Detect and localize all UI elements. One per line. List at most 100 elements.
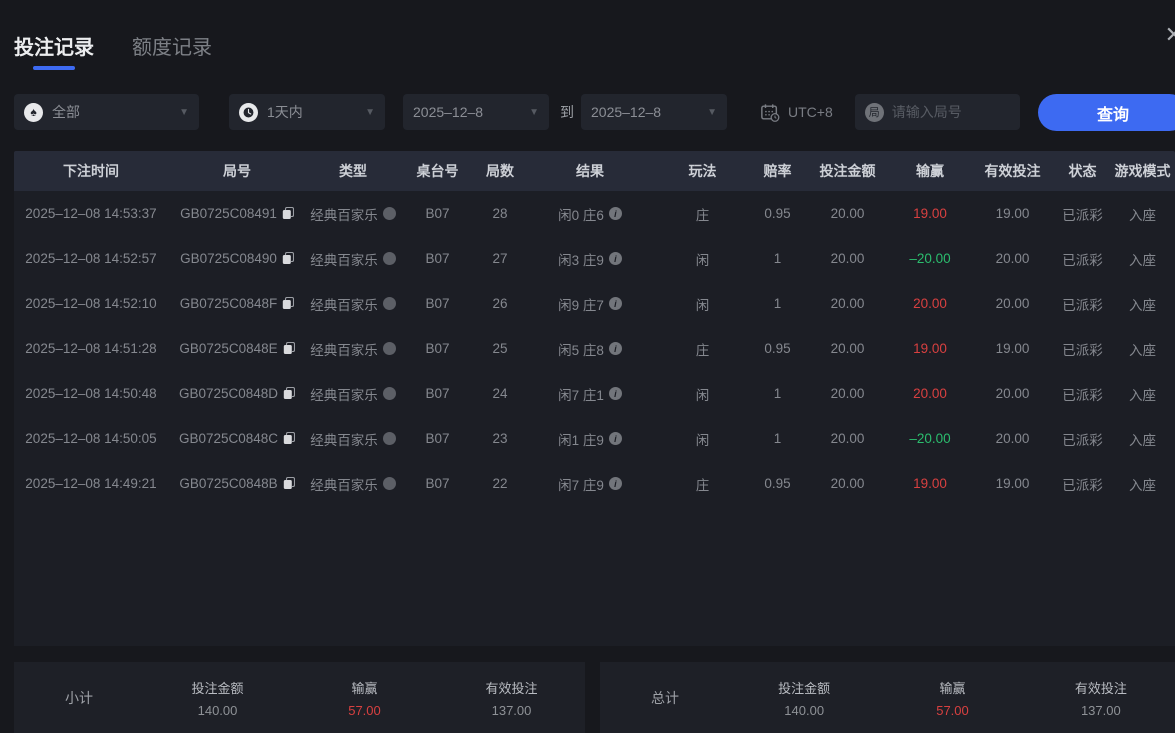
close-icon[interactable]: ✕	[1164, 22, 1175, 47]
copy-icon[interactable]	[283, 477, 295, 490]
cell-valid-bet: 19.00	[995, 341, 1030, 356]
bet-records-table: 下注时间 局号 类型 桌台号 局数 结果 玩法 赔率 投注金额 输赢 有效投注 …	[14, 151, 1175, 646]
cell-bet-time: 2025–12–08 14:51:28	[25, 341, 157, 356]
cell-table-no: B07	[425, 386, 450, 401]
cell-win-loss: –20.00	[909, 431, 951, 446]
total-valid-label: 有效投注	[1074, 680, 1127, 696]
cell-odds: 1	[773, 296, 782, 311]
info-icon[interactable]: i	[608, 342, 622, 355]
video-icon[interactable]	[382, 477, 396, 490]
subtotal-amount-value: 140.00	[197, 702, 238, 718]
cell-game-mode: 入座	[1129, 342, 1156, 358]
table-row: 2025–12–08 14:50:48 GB0725C0848D 经典百家乐 B…	[14, 371, 1175, 416]
copy-icon[interactable]	[283, 387, 296, 400]
header-win-loss: 输赢	[916, 163, 944, 179]
timezone-control[interactable]: UTC+8	[760, 103, 833, 122]
query-button[interactable]: 查询	[1038, 94, 1175, 131]
video-icon[interactable]	[382, 432, 396, 445]
game-type-text: 经典百家乐	[310, 477, 378, 493]
cell-status: 已派彩	[1062, 387, 1103, 403]
cell-result: 闲1 庄9 i	[525, 429, 655, 449]
copy-icon[interactable]	[282, 207, 294, 220]
header-table-no: 桌台号	[416, 163, 459, 179]
info-icon[interactable]: i	[608, 297, 622, 310]
result-text: 闲1 庄9	[558, 432, 604, 448]
subtotal-label: 小计	[65, 689, 93, 706]
copy-icon[interactable]	[282, 297, 295, 310]
cell-win-loss: –20.00	[909, 251, 951, 266]
cell-bet-time: 2025–12–08 14:52:10	[25, 296, 157, 311]
info-icon[interactable]: i	[608, 207, 622, 220]
cell-type: 经典百家乐	[306, 339, 400, 359]
cell-odds: 0.95	[764, 476, 791, 491]
subtotal-amount: 投注金额 140.00	[144, 678, 291, 718]
cell-bet-time: 2025–12–08 14:50:05	[25, 431, 157, 446]
search-input[interactable]	[891, 104, 1010, 120]
cell-win-loss: 20.00	[913, 386, 947, 401]
cell-bet: 闲	[695, 432, 710, 448]
subtotal-valid: 有效投注 137.00	[438, 678, 585, 718]
calendar-clock-icon	[760, 103, 780, 122]
clock-icon	[239, 102, 258, 122]
cell-status: 已派彩	[1062, 297, 1103, 313]
time-range-select[interactable]: 1天内 ▼	[229, 94, 385, 130]
header-bet-time: 下注时间	[63, 163, 119, 179]
table-row: 2025–12–08 14:51:28 GB0725C0848E 经典百家乐 B…	[14, 326, 1175, 371]
table-header-row: 下注时间 局号 类型 桌台号 局数 结果 玩法 赔率 投注金额 输赢 有效投注 …	[14, 151, 1175, 191]
tab-bet-records[interactable]: 投注记录	[14, 31, 94, 72]
date-range-separator: 到	[560, 104, 574, 120]
info-icon[interactable]: i	[608, 477, 622, 490]
video-icon[interactable]	[382, 387, 396, 400]
header-game-mode: 游戏模式	[1114, 163, 1171, 179]
total-valid: 有效投注 137.00	[1027, 678, 1175, 718]
subtotal-win-loss: 输赢 57.00	[291, 678, 438, 718]
summary-bar: 小计 投注金额 140.00 输赢 57.00 有效投注 137.00 总计 投…	[0, 662, 1175, 733]
cell-odds: 1	[773, 251, 782, 266]
info-icon[interactable]: i	[608, 387, 622, 400]
cell-valid-bet: 20.00	[995, 251, 1030, 266]
date-to-select[interactable]: 2025–12–8 ▼	[581, 94, 727, 130]
cell-amount: 20.00	[830, 206, 865, 221]
cell-valid-bet: 20.00	[995, 386, 1030, 401]
game-id-text: GB0725C0848F	[179, 296, 278, 311]
cell-round: 26	[492, 296, 508, 311]
cell-game-mode: 入座	[1129, 387, 1156, 403]
cell-bet: 闲	[695, 297, 710, 313]
header-game-id: 局号	[223, 163, 251, 179]
game-id-text: GB0725C08490	[180, 251, 277, 266]
cell-win-loss: 20.00	[913, 296, 947, 311]
subtotal-win-loss-label: 输赢	[351, 680, 378, 696]
info-icon[interactable]: i	[608, 432, 622, 445]
cell-result: 闲3 庄9 i	[525, 249, 655, 269]
cell-game-mode: 入座	[1129, 432, 1156, 448]
copy-icon[interactable]	[282, 252, 294, 265]
game-type-select[interactable]: ♠ 全部 ▼	[14, 94, 199, 130]
game-id-search[interactable]: 局	[854, 94, 1020, 130]
cell-win-loss: 19.00	[913, 341, 947, 356]
chevron-down-icon: ▼	[707, 106, 717, 118]
game-type-text: 经典百家乐	[310, 387, 378, 403]
cell-type: 经典百家乐	[306, 384, 400, 404]
table-row: 2025–12–08 14:52:57 GB0725C08490 经典百家乐 B…	[14, 236, 1175, 281]
video-icon[interactable]	[382, 207, 396, 220]
cell-amount: 20.00	[830, 296, 865, 311]
copy-icon[interactable]	[283, 342, 295, 355]
game-id-text: GB0725C08491	[180, 206, 277, 221]
game-id-text: GB0725C0848B	[179, 476, 278, 491]
game-type-text: 经典百家乐	[310, 252, 378, 268]
video-icon[interactable]	[382, 297, 396, 310]
video-icon[interactable]	[382, 252, 396, 265]
cell-odds: 0.95	[764, 341, 791, 356]
game-type-value: 全部	[52, 104, 80, 120]
result-text: 闲5 庄8	[558, 342, 604, 358]
info-icon[interactable]: i	[608, 252, 622, 265]
tab-quota-records[interactable]: 额度记录	[132, 37, 212, 59]
time-range-value: 1天内	[267, 104, 303, 120]
cell-amount: 20.00	[830, 251, 865, 266]
video-icon[interactable]	[382, 342, 396, 355]
table-row: 2025–12–08 14:49:21 GB0725C0848B 经典百家乐 B…	[14, 461, 1175, 506]
subtotal-valid-label: 有效投注	[485, 680, 538, 696]
date-from-select[interactable]: 2025–12–8 ▼	[403, 94, 549, 130]
cell-result: 闲7 庄1 i	[525, 384, 655, 404]
copy-icon[interactable]	[283, 432, 296, 445]
